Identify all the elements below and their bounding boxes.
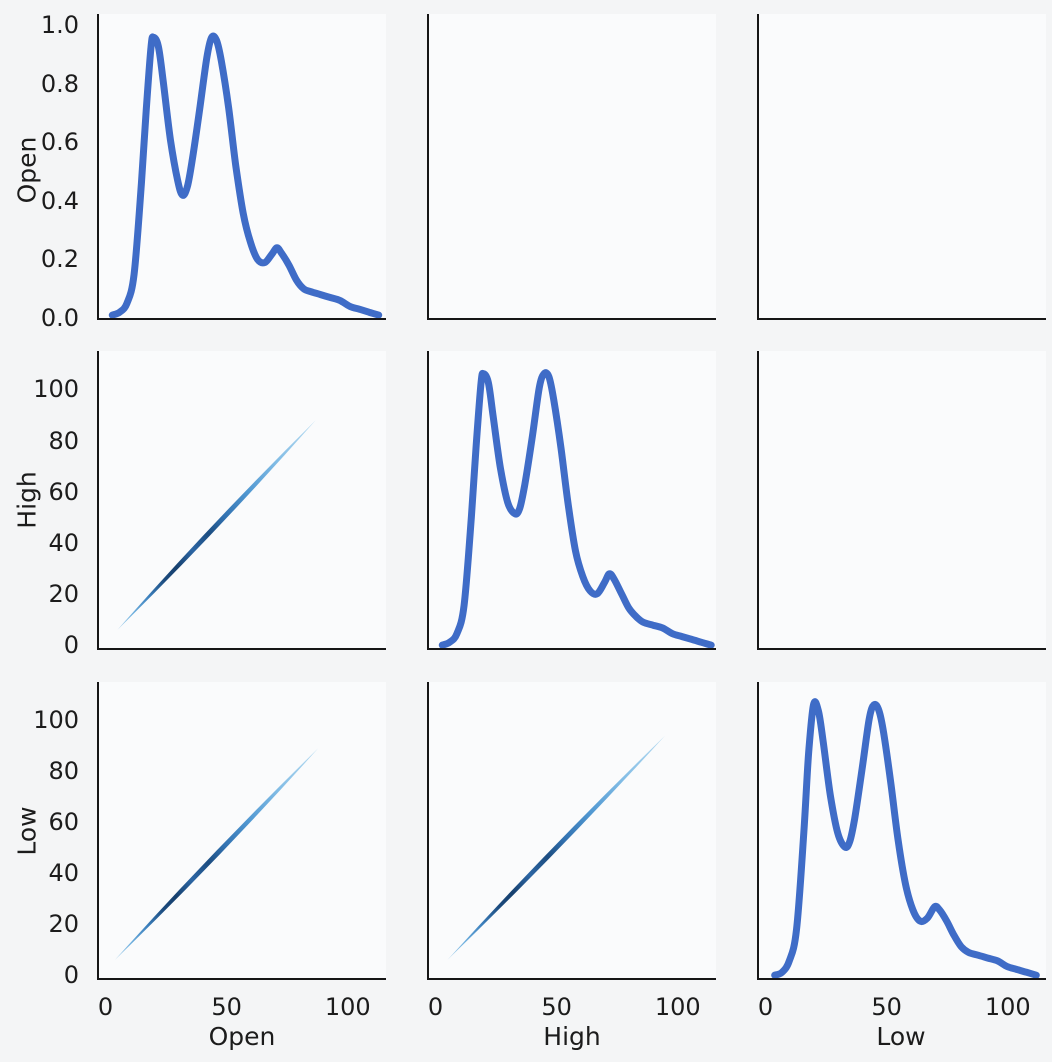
subplot-open-open-kde xyxy=(97,14,386,320)
x-tick-label: 100 xyxy=(984,993,1031,1021)
y-tick-label: 100 xyxy=(33,706,79,735)
bivariate-kde-line-plot xyxy=(447,735,666,961)
y-tick-label: 60 xyxy=(48,477,79,506)
subplot-high-high-kde xyxy=(427,351,716,650)
subplot-low-open-kde2d xyxy=(97,682,386,980)
y-tick-label: 40 xyxy=(48,528,79,557)
x-tick-label: 50 xyxy=(211,993,242,1021)
subplot-open-low-empty xyxy=(757,14,1046,320)
y-tick-label: 1.0 xyxy=(40,11,79,40)
subplot-low-low-kde xyxy=(757,682,1046,980)
y-tick-label: 0.0 xyxy=(40,303,79,332)
x-tick-label: 50 xyxy=(541,993,572,1021)
x-tick-label: 0 xyxy=(427,993,444,1021)
x-tick-label: 100 xyxy=(324,993,371,1021)
y-tick-label: 0.4 xyxy=(40,186,79,215)
y-tick-label: 100 xyxy=(33,375,79,404)
y-tick-label: 60 xyxy=(48,808,79,837)
subplot-high-low-empty xyxy=(757,351,1046,650)
kde2d-ridge-low_vs_high xyxy=(447,735,666,961)
y-tick-label: 0.6 xyxy=(40,128,79,157)
y-tick-label: 20 xyxy=(48,580,79,609)
kde2d-ridge-low_vs_open xyxy=(114,748,319,961)
kde-curve-open xyxy=(108,32,383,318)
x-axis-label-open: Open xyxy=(208,1022,276,1051)
kde-curve-high xyxy=(438,369,715,648)
x-tick-label: 0 xyxy=(757,993,774,1021)
subplot-low-high-kde2d xyxy=(427,682,716,980)
kde2d-ridge-high_vs_open xyxy=(117,420,316,631)
bivariate-kde-line-plot xyxy=(114,748,319,961)
x-tick-label: 50 xyxy=(871,993,902,1021)
y-tick-label: 80 xyxy=(48,426,79,455)
x-axis-label-low: Low xyxy=(876,1022,926,1051)
y-tick-label: 0.2 xyxy=(40,245,79,274)
kde-curve-plot xyxy=(108,32,383,318)
x-tick-label: 100 xyxy=(654,993,701,1021)
y-tick-label: 0 xyxy=(63,631,79,660)
x-tick-label: 0 xyxy=(97,993,114,1021)
x-axis-label-high: High xyxy=(543,1022,601,1051)
subplot-open-high-empty xyxy=(427,14,716,320)
kde-curve-low xyxy=(771,698,1040,978)
y-tick-label: 0 xyxy=(63,961,79,990)
kde-curve-plot xyxy=(438,369,715,648)
y-tick-label: 40 xyxy=(48,859,79,888)
subplot-high-open-kde2d xyxy=(97,351,386,650)
y-tick-label: 0.8 xyxy=(40,69,79,98)
y-tick-label: 20 xyxy=(48,910,79,939)
y-tick-label: 80 xyxy=(48,757,79,786)
bivariate-kde-line-plot xyxy=(117,420,316,631)
kde-curve-plot xyxy=(771,698,1040,978)
